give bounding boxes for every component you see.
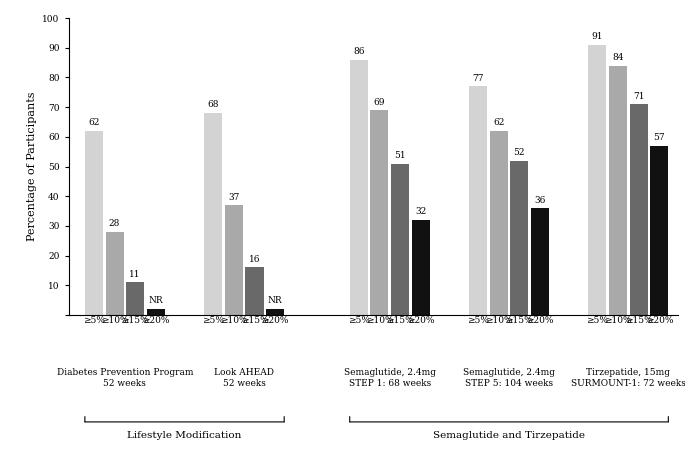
- Text: 77: 77: [472, 74, 484, 83]
- Text: Tirzepatide, 15mg
SURMOUNT-1: 72 weeks: Tirzepatide, 15mg SURMOUNT-1: 72 weeks: [571, 369, 685, 388]
- Text: 69: 69: [373, 98, 385, 107]
- Text: 11: 11: [129, 270, 141, 279]
- Bar: [510, 161, 528, 315]
- Text: 57: 57: [653, 133, 665, 142]
- Bar: [650, 146, 669, 315]
- Bar: [469, 86, 487, 315]
- Text: 52: 52: [514, 148, 525, 157]
- Bar: [412, 220, 429, 315]
- Bar: [371, 110, 388, 315]
- Bar: [391, 163, 409, 315]
- Text: Look AHEAD
52 weeks: Look AHEAD 52 weeks: [214, 369, 274, 388]
- Text: Semaglutide and Tirzepatide: Semaglutide and Tirzepatide: [433, 431, 585, 440]
- Text: 16: 16: [249, 255, 260, 264]
- Text: Semaglutide, 2.4mg
STEP 1: 68 weeks: Semaglutide, 2.4mg STEP 1: 68 weeks: [344, 369, 436, 388]
- Bar: [350, 59, 368, 315]
- Text: 84: 84: [612, 53, 624, 62]
- Bar: [105, 232, 123, 315]
- Bar: [588, 45, 606, 315]
- Text: 32: 32: [415, 207, 426, 216]
- Text: NR: NR: [268, 297, 282, 306]
- Text: 51: 51: [395, 151, 406, 160]
- Text: Diabetes Prevention Program
52 weeks: Diabetes Prevention Program 52 weeks: [57, 369, 193, 388]
- Bar: [630, 104, 648, 315]
- Text: 62: 62: [88, 118, 99, 127]
- Bar: [609, 66, 627, 315]
- Bar: [147, 309, 165, 315]
- Bar: [204, 113, 222, 315]
- Text: 28: 28: [109, 219, 121, 228]
- Text: 36: 36: [534, 195, 546, 204]
- Bar: [225, 205, 243, 315]
- Text: 91: 91: [592, 32, 603, 41]
- Text: Lifestyle Modification: Lifestyle Modification: [127, 431, 242, 440]
- Text: Semaglutide, 2.4mg
STEP 5: 104 weeks: Semaglutide, 2.4mg STEP 5: 104 weeks: [463, 369, 555, 388]
- Text: 37: 37: [228, 193, 240, 202]
- Text: 71: 71: [633, 91, 645, 100]
- Text: 62: 62: [493, 118, 504, 127]
- Bar: [266, 309, 284, 315]
- Y-axis label: Percentage of Participants: Percentage of Participants: [27, 92, 37, 241]
- Bar: [126, 282, 145, 315]
- Text: NR: NR: [149, 297, 163, 306]
- Bar: [531, 208, 549, 315]
- Text: 86: 86: [353, 47, 364, 56]
- Bar: [245, 267, 264, 315]
- Bar: [490, 131, 508, 315]
- Bar: [85, 131, 103, 315]
- Text: 68: 68: [208, 100, 219, 109]
